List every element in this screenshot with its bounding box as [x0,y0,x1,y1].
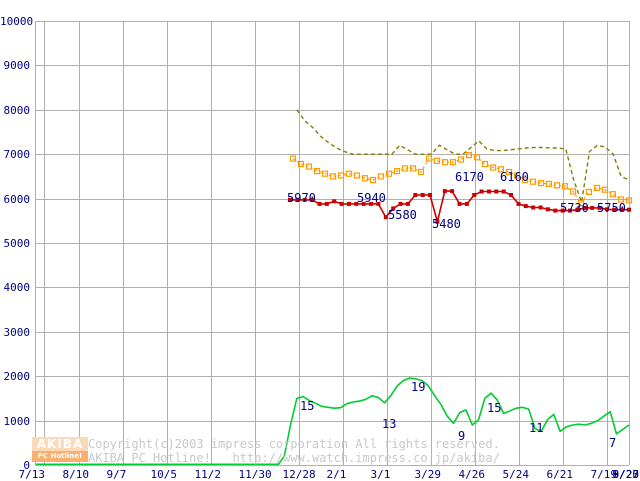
x-axis-tick-label: 8/10 [62,468,90,481]
red-series-data-label: 6170 [455,170,484,184]
y-axis-tick-label: 5000 [3,236,31,250]
x-axis-tick-label: 2/1 [326,468,347,481]
green-series-data-label: 9 [458,429,466,443]
x-axis-tick-label: 7/13 [18,468,46,481]
y-axis-tick-label: 4000 [3,280,31,294]
x-axis-tick-label: 5/24 [502,468,530,481]
x-axis-tick-label: 3/1 [370,468,391,481]
green-series-data-label: 19 [411,380,426,394]
green-series-data-label: 15 [300,399,315,413]
red-series-data-label: 5750 [597,201,626,215]
red-series-data-label: 5970 [287,191,316,205]
x-axis-tick-label: 9/7 [106,468,127,481]
y-axis-tick-label: 1000 [3,414,31,428]
red-series-data-label: 6160 [500,170,529,184]
red-series-data-label: 5940 [357,191,386,205]
x-axis-tick-label: 6/21 [546,468,574,481]
green-series-data-label: 11 [529,421,544,435]
x-axis-tick-label: 11/30 [238,468,272,481]
x-axis-tick-label: 7/19 [590,468,618,481]
x-axis-tick-label: 9/27 [612,468,640,481]
red-series-data-label: 5730 [560,201,589,215]
copyright-watermark-line2: AKIBA PC Hotline! http://www.watch.impre… [88,451,500,465]
y-axis-tick-label: 2000 [3,369,31,383]
green-series-data-label: 15 [487,401,502,415]
green-series-data-label: 7 [609,436,617,450]
red-series-data-label: 5580 [388,208,417,222]
y-axis-tick-label: 0 [23,458,30,472]
y-axis-tick-label: 9000 [3,58,31,72]
x-axis-tick-label: 12/28 [282,468,316,481]
akiba-logo-top-text: AKIBA [32,437,88,451]
y-axis-tick-label: 8000 [3,103,31,117]
akiba-logo-bottom-text: PC Hotline! [32,451,88,462]
green-series-data-label: 13 [382,417,397,431]
akiba-logo-watermark: AKIBA PC Hotline! [32,437,88,463]
y-axis-tick-label: 3000 [3,325,31,339]
copyright-watermark-line1: Copyright(c)2003 impress corporation All… [88,437,500,451]
y-axis-tick-label: 7000 [3,147,31,161]
x-axis-tick-label: 10/5 [150,468,178,481]
y-axis-tick-label: 10000 [0,14,34,28]
x-axis-tick-label: 4/26 [458,468,486,481]
x-axis-tick-label: 11/2 [194,468,222,481]
red-series-data-label: 5480 [432,217,461,231]
y-axis-tick-label: 6000 [3,192,31,206]
x-axis-tick-label: 8/23 [612,468,640,481]
x-axis-tick-label: 9/20 [612,468,640,481]
x-axis-tick-label: 3/29 [414,468,442,481]
